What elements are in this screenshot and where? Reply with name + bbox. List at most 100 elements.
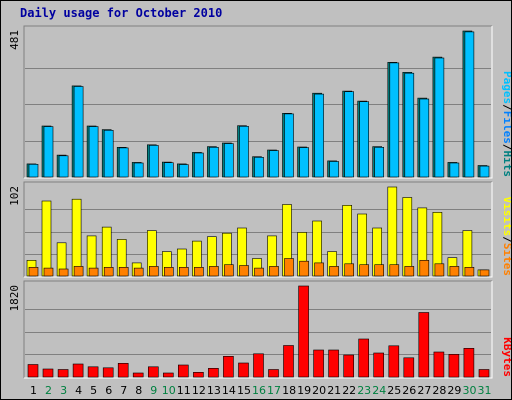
x-tick-label: 23: [357, 384, 371, 397]
x-tick-label: 20: [312, 384, 326, 397]
visits-bar: [402, 197, 413, 277]
legend-item-pages: Pages: [501, 71, 512, 104]
y-max-label: 1820: [8, 285, 21, 312]
sites-bar: [314, 262, 324, 277]
kbytes-bar: [178, 364, 189, 378]
legend-item-hits: Hits: [501, 151, 512, 178]
kbytes-bar: [208, 367, 219, 378]
legend-kbytes: KBytes: [501, 337, 512, 377]
files-bar: [254, 157, 264, 178]
files-bar: [239, 126, 249, 178]
kbytes-bar: [463, 347, 475, 378]
x-tick-label: 3: [60, 384, 67, 397]
x-tick-label: 2: [45, 384, 52, 397]
kbytes-bar: [298, 285, 309, 378]
files-bar: [329, 161, 339, 178]
kbytes-bar: [193, 371, 204, 378]
kbytes-bar: [448, 353, 460, 378]
files-bar: [479, 165, 490, 178]
files-bar: [58, 155, 69, 178]
sites-bar: [359, 264, 370, 277]
sites-bar: [434, 263, 445, 277]
files-bar: [389, 62, 400, 178]
kbytes-bar: [253, 353, 264, 378]
x-tick-label: 5: [90, 384, 97, 397]
legend-separator: /: [501, 236, 512, 243]
sites-bar: [479, 269, 490, 277]
panel-visits-sites-highlight: [24, 182, 493, 278]
x-tick-label: 31: [478, 384, 492, 397]
visits-bar: [41, 200, 52, 277]
sites-bar: [419, 259, 430, 277]
files-bar: [374, 147, 385, 178]
kbytes-bar: [223, 355, 234, 378]
sites-bar: [374, 264, 385, 277]
sites-bar: [254, 267, 264, 277]
x-tick-label: 18: [282, 384, 296, 397]
sites-bar: [103, 266, 114, 277]
kbytes-bar: [148, 366, 159, 378]
sites-bar: [133, 267, 144, 277]
x-tick-label: 10: [162, 384, 176, 397]
sites-bar: [58, 268, 69, 277]
x-tick-label: 1: [30, 384, 37, 397]
kbytes-bar: [358, 338, 370, 378]
files-bar: [314, 93, 324, 178]
kbytes-bar: [238, 362, 249, 378]
files-bar: [118, 147, 129, 178]
kbytes-bar: [132, 372, 144, 378]
files-bar: [164, 162, 174, 178]
panel-pages-files-hits-highlight: [24, 26, 493, 179]
x-tick-label: 29: [447, 384, 461, 397]
sites-bar: [209, 266, 219, 277]
sites-bar: [299, 260, 309, 277]
legend-item-visits: Visits: [501, 197, 512, 237]
sites-bar: [449, 266, 460, 277]
x-tick-label: 4: [75, 384, 82, 397]
kbytes-bar: [87, 366, 99, 378]
kbytes-bar: [313, 349, 324, 378]
x-tick-label: 25: [387, 384, 401, 397]
kbytes-bar: [403, 357, 415, 378]
x-tick-label: 6: [105, 384, 112, 397]
legend-pages-files-hits: Pages/Files/Hits: [501, 71, 512, 177]
panel-kbytes-shadow: [23, 280, 492, 378]
x-tick-label: 22: [342, 384, 356, 397]
files-bar: [149, 145, 159, 178]
y-max-label: 481: [8, 30, 21, 50]
legend-separator: /: [501, 144, 512, 151]
files-bar: [224, 143, 234, 178]
panel-visits-sites-shadow: [23, 181, 492, 277]
sites-bar: [404, 266, 415, 277]
kbytes-bar: [343, 354, 355, 378]
kbytes-bar: [388, 345, 400, 378]
files-bar: [419, 98, 430, 178]
sites-bar: [179, 266, 189, 277]
files-bar: [133, 162, 144, 178]
files-bar: [464, 31, 475, 178]
x-tick-label: 27: [417, 384, 431, 397]
sites-bar: [269, 266, 279, 277]
files-bar: [179, 164, 189, 178]
x-tick-label: 11: [177, 384, 191, 397]
files-bar: [88, 126, 99, 178]
kbytes-bar: [27, 364, 39, 378]
sites-bar: [389, 264, 400, 277]
sites-bar: [194, 266, 204, 277]
x-tick-label: 17: [267, 384, 281, 397]
kbytes-bar: [283, 345, 294, 378]
x-tick-label: 30: [463, 384, 477, 397]
files-bar: [73, 86, 84, 178]
legend-visits-sites: Visits/Sites: [501, 197, 512, 277]
files-bar: [269, 150, 279, 178]
sites-bar: [164, 266, 174, 277]
sites-bar: [149, 266, 159, 277]
sites-bar: [284, 258, 294, 277]
x-tick-label: 24: [372, 384, 386, 397]
x-tick-label: 15: [237, 384, 251, 397]
legend-item-sites: Sites: [501, 243, 512, 276]
sites-bar: [28, 266, 39, 277]
files-bar: [404, 72, 415, 178]
x-tick-label: 16: [252, 384, 266, 397]
kbytes-bar: [268, 369, 279, 378]
